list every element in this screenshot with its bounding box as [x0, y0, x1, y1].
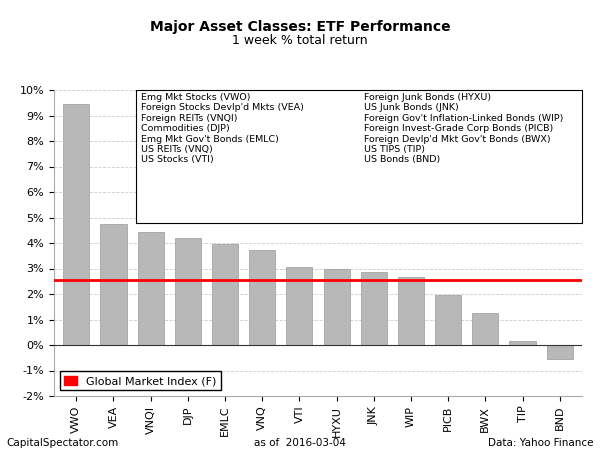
Bar — [435, 295, 461, 345]
Text: Major Asset Classes: ETF Performance: Major Asset Classes: ETF Performance — [149, 20, 451, 34]
Legend: Global Market Index (F): Global Market Index (F) — [59, 371, 221, 391]
Bar — [175, 238, 201, 345]
Bar — [323, 269, 350, 345]
Bar — [547, 345, 573, 359]
Bar — [100, 224, 127, 345]
Bar — [398, 277, 424, 345]
Bar — [249, 250, 275, 345]
Bar — [63, 104, 89, 345]
Text: Foreign Junk Bonds (HYXU)
US Junk Bonds (JNK)
Foreign Gov't Inflation-Linked Bon: Foreign Junk Bonds (HYXU) US Junk Bonds … — [364, 93, 563, 164]
Text: Data: Yahoo Finance: Data: Yahoo Finance — [488, 437, 594, 447]
Bar — [472, 313, 499, 345]
Bar — [212, 244, 238, 345]
FancyBboxPatch shape — [136, 90, 582, 223]
Bar — [286, 267, 313, 345]
Text: CapitalSpectator.com: CapitalSpectator.com — [6, 437, 118, 447]
Text: 1 week % total return: 1 week % total return — [232, 34, 368, 47]
Text: Emg Mkt Stocks (VWO)
Foreign Stocks Devlp'd Mkts (VEA)
Foreign REITs (VNQI)
Comm: Emg Mkt Stocks (VWO) Foreign Stocks Devl… — [141, 93, 304, 164]
Text: as of  2016-03-04: as of 2016-03-04 — [254, 437, 346, 447]
Bar — [361, 272, 387, 345]
Bar — [509, 341, 536, 345]
Bar — [137, 231, 164, 345]
